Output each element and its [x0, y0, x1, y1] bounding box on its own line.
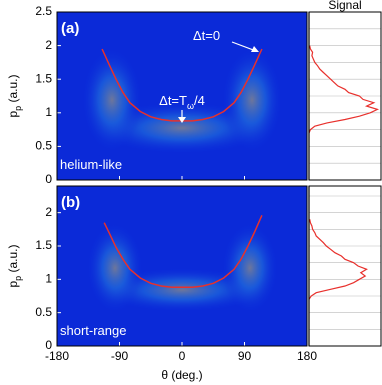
y-axis-label-tail: (a.u.)	[6, 244, 20, 275]
y-axis-label-sub: p	[13, 106, 23, 111]
y-tick-label: 0.5	[35, 139, 52, 153]
annotation-main: Δt=0	[193, 28, 220, 43]
profile-frame	[308, 11, 382, 181]
y-tick-label: 2	[45, 38, 52, 52]
profile-title: Signal	[328, 0, 361, 12]
y-tick-label: 1	[45, 105, 52, 119]
y-tick-label: 1.5	[35, 71, 52, 85]
y-tick-label: 1	[45, 272, 52, 286]
y-axis-label-main: p	[6, 111, 20, 118]
y-axis-label-sub: p	[13, 276, 23, 281]
x-tick-label: -90	[111, 349, 129, 363]
panel-label: (a)	[61, 20, 79, 37]
y-tick-label: 2	[45, 205, 52, 219]
annotation: Δt=Tω/4	[159, 93, 205, 111]
annotation: Δt=0	[193, 28, 220, 43]
curve	[103, 214, 263, 289]
heatmap-a	[57, 12, 307, 180]
y-axis-label-main: p	[6, 281, 20, 288]
profile-frame	[308, 185, 382, 347]
annotation: helium-like	[60, 157, 122, 172]
x-axis-label: θ (deg.)	[161, 368, 202, 382]
y-tick-label: 0	[45, 338, 52, 352]
annotation-sub: ω	[187, 101, 194, 111]
profile-bg	[309, 186, 381, 346]
y-tick-label: 0	[45, 172, 52, 186]
y-axis-label: pp (a.u.)	[6, 244, 23, 287]
heatmap-b	[57, 186, 307, 346]
y-tick-label: 0.5	[35, 305, 52, 319]
x-tick-label: 0	[179, 349, 186, 363]
signal-line	[308, 45, 380, 134]
y-tick-label: 2.5	[35, 4, 52, 18]
arrow-head	[251, 46, 259, 52]
x-tick-label: 180	[297, 349, 317, 363]
arrow-head	[178, 117, 186, 123]
annotation-main: short-range	[60, 323, 126, 338]
signal-line	[308, 219, 368, 300]
plot-frame	[56, 11, 308, 181]
y-axis-label-tail: (a.u.)	[6, 74, 20, 105]
annotation-main: Δt=T	[159, 93, 187, 108]
y-axis-label: pp (a.u.)	[6, 74, 23, 117]
x-tick-label: -180	[45, 349, 69, 363]
annotation-arrow	[231, 41, 257, 52]
panel-label: (b)	[61, 194, 80, 211]
y-tick-label: 1.5	[35, 238, 52, 252]
annotation: short-range	[60, 323, 126, 338]
plot-frame	[56, 185, 308, 347]
annotation-tail: /4	[194, 93, 205, 108]
annotation-main: helium-like	[60, 157, 122, 172]
x-tick-label: 90	[238, 349, 252, 363]
